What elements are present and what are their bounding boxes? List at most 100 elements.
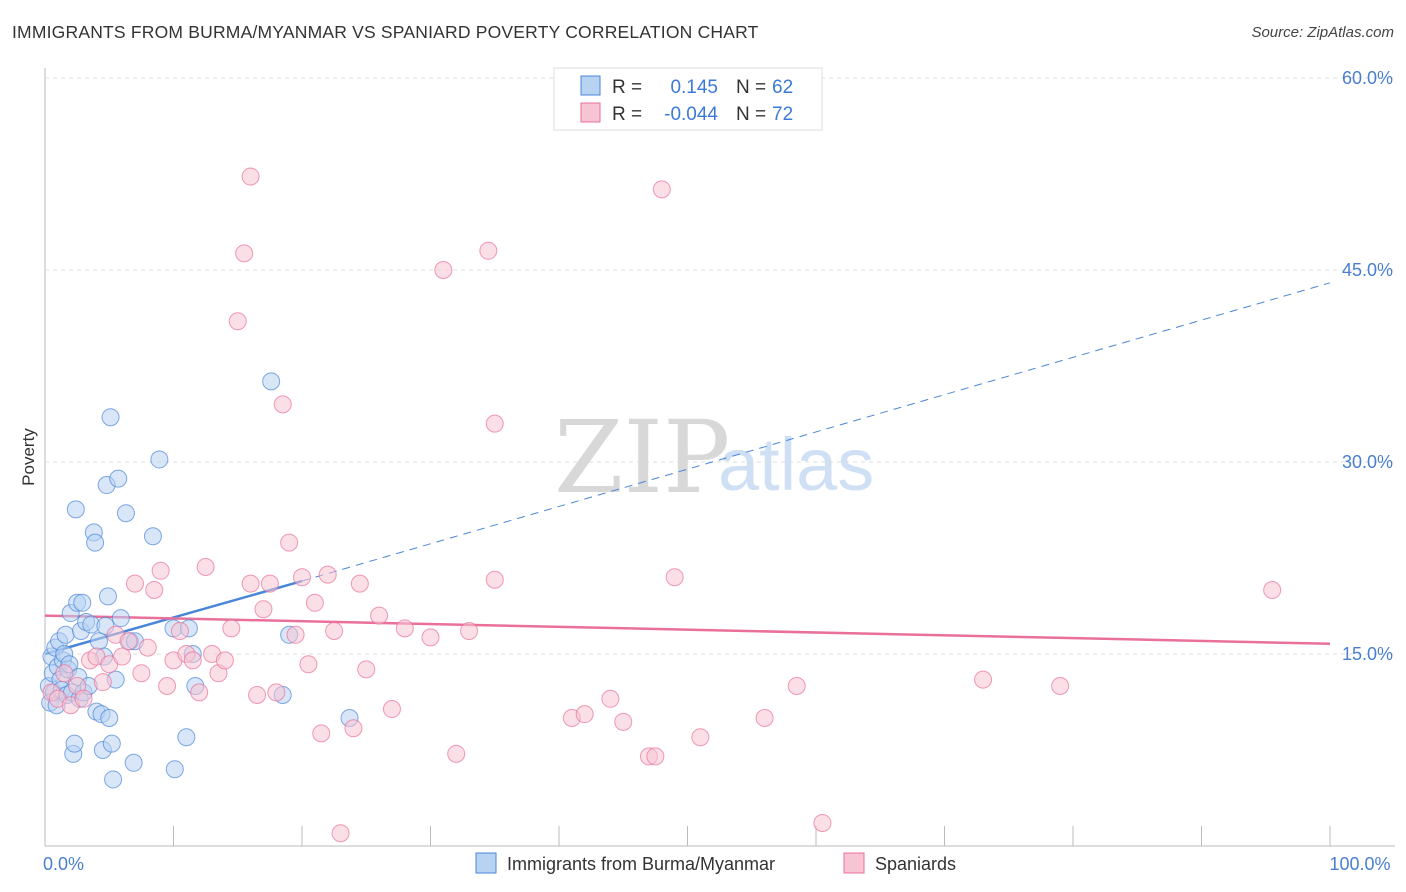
point-spaniard xyxy=(273,395,292,414)
point-burma xyxy=(116,504,135,523)
legend-r-label-blue: R = xyxy=(612,77,642,98)
point-burma xyxy=(165,760,184,779)
series-legend-label-blue: Immigrants from Burma/Myanmar xyxy=(507,854,775,874)
y-tick-label: 30.0% xyxy=(1342,452,1393,472)
x-tick-label: 0.0% xyxy=(43,854,84,874)
point-spaniard xyxy=(318,565,337,584)
point-spaniard xyxy=(145,581,164,599)
point-spaniard xyxy=(395,619,414,638)
trend-line-spaniards xyxy=(44,614,1331,646)
y-tick-label: 45.0% xyxy=(1342,260,1393,280)
point-spaniard xyxy=(74,689,93,708)
point-spaniard xyxy=(151,561,170,580)
y-axis-label: Poverty xyxy=(19,428,38,486)
point-spaniard xyxy=(222,619,241,638)
point-spaniard xyxy=(183,651,202,670)
point-spaniard xyxy=(575,705,594,724)
point-spaniard xyxy=(305,593,324,612)
point-spaniard xyxy=(357,660,376,679)
point-spaniard xyxy=(485,414,504,433)
trend-line-burma-extension xyxy=(301,282,1331,582)
point-spaniard xyxy=(652,180,671,199)
series-legend: Immigrants from Burma/Myanmar Spaniards xyxy=(475,852,956,874)
point-spaniard xyxy=(485,570,504,589)
point-burma xyxy=(104,770,123,789)
y-ticks: 15.0% 30.0% 45.0% 60.0% xyxy=(1342,68,1393,664)
legend-n-label-pink: N = xyxy=(736,104,766,125)
point-burma xyxy=(100,709,119,727)
point-spaniard xyxy=(293,568,311,587)
point-spaniard xyxy=(312,724,331,743)
point-burma xyxy=(102,734,121,753)
point-spaniard xyxy=(421,628,440,647)
point-spaniard xyxy=(248,685,267,704)
point-spaniard xyxy=(170,621,189,640)
legend-swatch-pink xyxy=(580,102,601,123)
x-tick-label: 100.0% xyxy=(1329,854,1390,874)
point-spaniard xyxy=(370,606,389,625)
point-spaniard xyxy=(1051,677,1070,695)
point-spaniard xyxy=(241,574,260,593)
point-burma xyxy=(150,450,169,469)
legend-n-label-blue: N = xyxy=(736,77,766,98)
point-spaniard xyxy=(267,683,286,702)
point-burma xyxy=(101,408,120,427)
point-spaniard xyxy=(331,824,350,843)
point-spaniard xyxy=(974,670,993,689)
point-spaniard xyxy=(158,677,177,695)
point-spaniard xyxy=(325,621,344,640)
x-ticks: 0.0% 100.0% xyxy=(43,826,1391,874)
y-tick-label: 15.0% xyxy=(1342,644,1393,664)
legend-n-value-blue: 62 xyxy=(772,77,793,98)
legend-r-value-blue: 0.145 xyxy=(670,77,718,98)
point-burma xyxy=(177,728,196,747)
stats-legend: R = 0.145 N = 62 R = -0.044 N = 72 xyxy=(553,67,823,131)
point-spaniard xyxy=(196,557,215,576)
points-layer xyxy=(39,167,1282,843)
y-tick-label: 60.0% xyxy=(1342,68,1393,88)
point-spaniard xyxy=(350,574,369,593)
point-spaniard xyxy=(479,241,498,260)
point-burma xyxy=(66,500,85,519)
series-legend-swatch-blue xyxy=(475,852,497,874)
point-spaniard xyxy=(241,167,260,186)
series-legend-swatch-pink xyxy=(843,852,865,874)
point-spaniard xyxy=(614,712,633,731)
point-burma xyxy=(109,469,128,488)
point-spaniard xyxy=(434,261,453,279)
point-burma xyxy=(111,609,130,628)
point-spaniard xyxy=(215,651,234,670)
point-spaniard xyxy=(787,677,806,695)
point-spaniard xyxy=(646,747,665,766)
chart-title: IMMIGRANTS FROM BURMA/MYANMAR VS SPANIAR… xyxy=(12,22,759,42)
point-spaniard xyxy=(132,664,151,683)
point-spaniard xyxy=(119,632,138,651)
point-spaniard xyxy=(228,312,247,331)
point-spaniard xyxy=(813,813,832,832)
point-spaniard xyxy=(260,574,279,593)
grid-layer xyxy=(45,77,1395,655)
point-spaniard xyxy=(691,728,710,747)
point-spaniard xyxy=(125,574,144,593)
point-spaniard xyxy=(113,647,132,666)
point-burma xyxy=(56,625,75,644)
point-burma xyxy=(73,593,92,612)
point-spaniard xyxy=(235,244,254,263)
point-spaniard xyxy=(755,709,774,727)
point-spaniard xyxy=(382,700,401,719)
point-spaniard xyxy=(190,683,209,702)
trend-layer xyxy=(44,282,1331,656)
point-burma xyxy=(143,527,162,546)
legend-r-value-pink: -0.044 xyxy=(664,104,718,125)
point-burma xyxy=(89,632,108,651)
point-spaniard xyxy=(344,719,363,738)
point-burma xyxy=(262,372,281,391)
watermark-zip: ZIP xyxy=(554,399,730,516)
legend-swatch-blue xyxy=(580,75,601,96)
point-spaniard xyxy=(601,689,620,708)
point-spaniard xyxy=(280,533,299,552)
point-spaniard xyxy=(93,673,112,692)
point-spaniard xyxy=(55,664,74,683)
point-spaniard xyxy=(138,638,157,657)
point-spaniard xyxy=(665,568,684,587)
